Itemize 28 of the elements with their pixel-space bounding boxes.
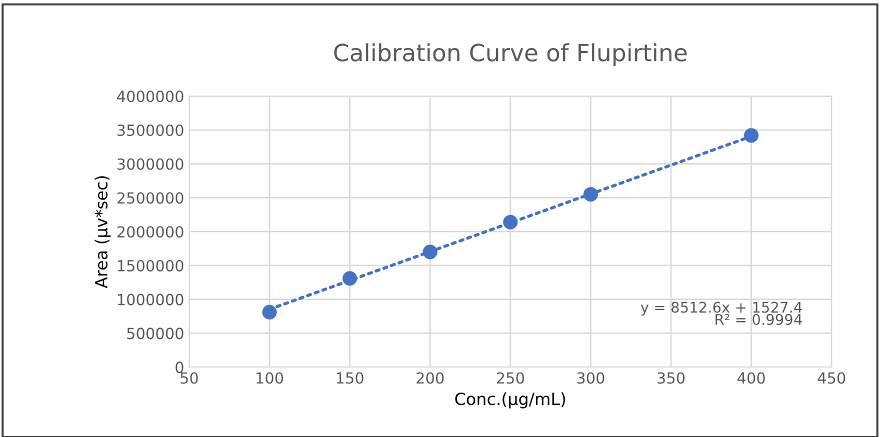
annotation: R² = 0.9994 [716,314,802,325]
point [583,187,598,202]
x-axis-title: Conc.(µg/mL) [455,392,566,408]
x-tick-label: 200 [416,372,444,384]
y-tick-label: 2500000 [117,192,184,204]
chart-title: Calibration Curve of Flupirtine [334,43,687,66]
x-tick-label: 300 [577,372,604,384]
y-tick-label: 1500000 [118,260,184,272]
x-tick-label: 350 [658,372,685,384]
y-tick-label: 500000 [127,328,184,340]
y-axis-title: Area (µv*sec) [94,176,111,288]
y-tick-label: 1000000 [118,294,184,306]
point [342,271,358,286]
y-tick-label: 3000000 [117,158,184,170]
x-tick-label: 150 [336,372,364,384]
x-tick-label: 50 [180,372,198,384]
point [744,128,759,143]
y-tick-label: 3500000 [117,124,184,136]
y-tick-label: 2000000 [117,226,184,238]
y-tick-label: 4000000 [117,90,184,102]
y-tick-label: 0 [176,362,184,374]
x-tick-label: 100 [256,372,284,384]
x-tick-label: 250 [496,372,524,384]
point [422,244,438,260]
x-tick-label: 400 [737,372,765,384]
point [262,304,277,320]
x-tick-label: 450 [818,372,846,384]
point [503,214,518,230]
